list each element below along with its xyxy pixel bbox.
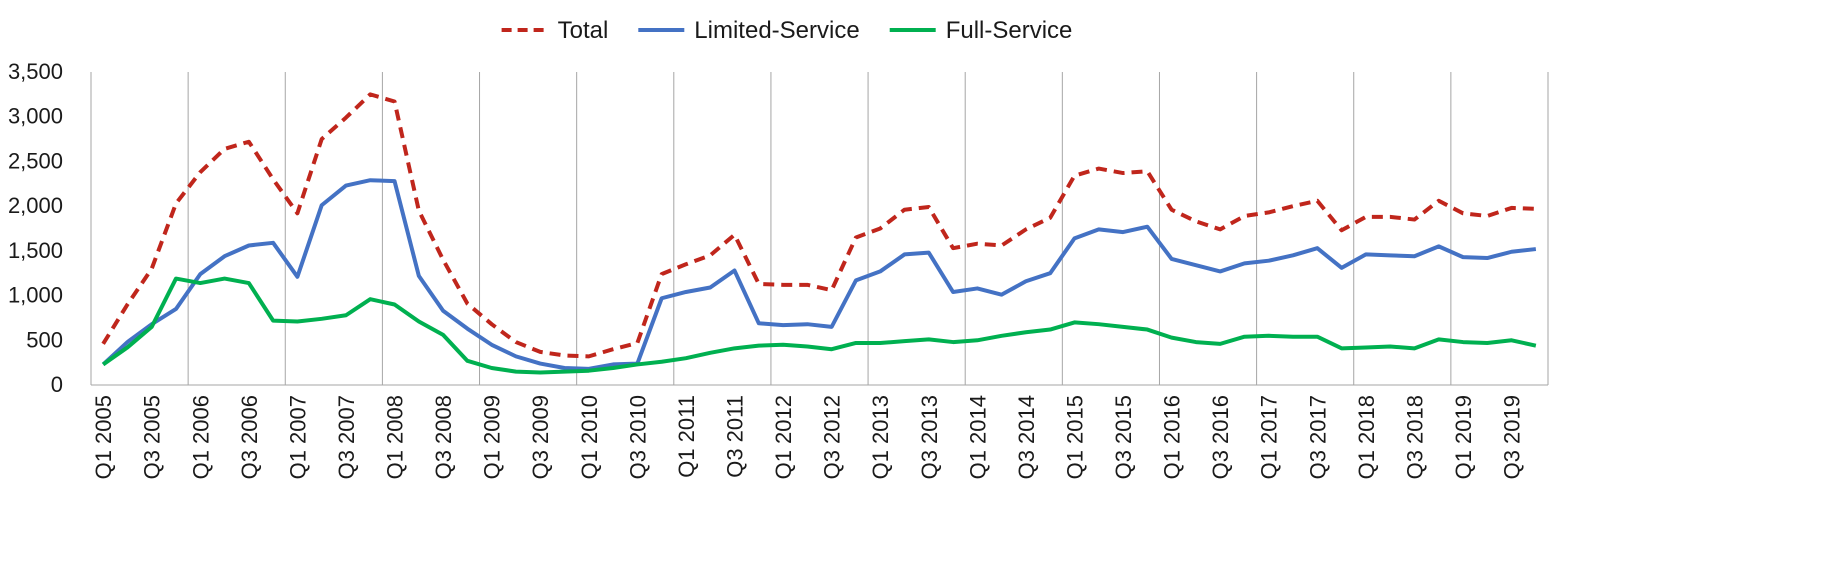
y-tick-label: 2,000 <box>8 193 63 218</box>
legend-item-limited-service: Limited-Service <box>638 17 860 44</box>
x-tick-label: Q1 2019 <box>1451 395 1476 479</box>
x-tick-label: Q3 2016 <box>1208 395 1233 479</box>
x-tick-label: Q1 2014 <box>965 395 990 479</box>
x-tick-label: Q3 2010 <box>625 395 650 479</box>
x-tick-label: Q1 2012 <box>771 395 796 479</box>
x-tick-label: Q1 2011 <box>674 395 699 478</box>
y-tick-label: 1,000 <box>8 283 63 308</box>
x-tick-label: Q3 2018 <box>1402 395 1427 479</box>
x-tick-label: Q3 2012 <box>820 395 845 479</box>
legend: Total Limited-Service Full-Service <box>501 17 1073 44</box>
y-axis: 0 500 1,000 1,500 2,000 2,500 3,000 3,500 <box>8 59 92 397</box>
x-tick-label: Q1 2008 <box>383 395 408 479</box>
x-tick-label: Q1 2005 <box>91 395 116 479</box>
x-tick-label: Q3 2005 <box>140 395 165 479</box>
y-tick-label: 3,000 <box>8 104 63 129</box>
x-tick-label: Q1 2013 <box>868 395 893 479</box>
x-tick-label: Q3 2008 <box>431 395 456 479</box>
legend-label: Limited-Service <box>694 17 859 44</box>
x-tick-label: Q3 2007 <box>334 395 359 479</box>
legend-item-full-service: Full-Service <box>889 17 1073 44</box>
x-tick-label: Q3 2014 <box>1014 395 1039 479</box>
x-tick-label: Q3 2013 <box>917 395 942 479</box>
series-group <box>101 92 1537 375</box>
x-tick-label: Q1 2016 <box>1160 395 1185 479</box>
x-tick-label: Q3 2019 <box>1500 395 1525 479</box>
x-tick-label: Q1 2018 <box>1354 395 1379 479</box>
x-tick-label: Q3 2017 <box>1305 395 1330 479</box>
legend-label: Total <box>558 17 609 44</box>
x-tick-label: Q1 2017 <box>1257 395 1282 479</box>
x-tick-label: Q1 2010 <box>577 395 602 479</box>
y-tick-label: 3,500 <box>8 59 63 84</box>
series-line-full-service <box>101 276 1537 375</box>
legend-label: Full-Service <box>946 17 1073 44</box>
x-tick-label: Q3 2015 <box>1111 395 1136 479</box>
x-tick-label: Q3 2011 <box>723 395 748 478</box>
series-line-total <box>101 92 1536 359</box>
x-axis: Q1 2005 Q3 2005 Q1 2006 Q3 2006 Q1 2007 Q3 20… <box>91 384 1548 479</box>
y-tick-label: 1,500 <box>8 238 63 263</box>
series-line-limited-service <box>101 178 1537 371</box>
x-tick-label: Q1 2009 <box>480 395 505 479</box>
x-tick-label: Q1 2006 <box>188 395 213 479</box>
x-tick-label: Q1 2007 <box>285 395 310 479</box>
x-tick-label: Q3 2009 <box>528 395 553 479</box>
x-tick-label: Q1 2015 <box>1062 395 1087 479</box>
y-tick-label: 0 <box>51 372 63 397</box>
y-tick-label: 500 <box>26 327 63 352</box>
legend-item-total: Total <box>501 17 609 44</box>
x-tick-label: Q3 2006 <box>237 395 262 479</box>
y-tick-label: 2,500 <box>8 148 63 173</box>
